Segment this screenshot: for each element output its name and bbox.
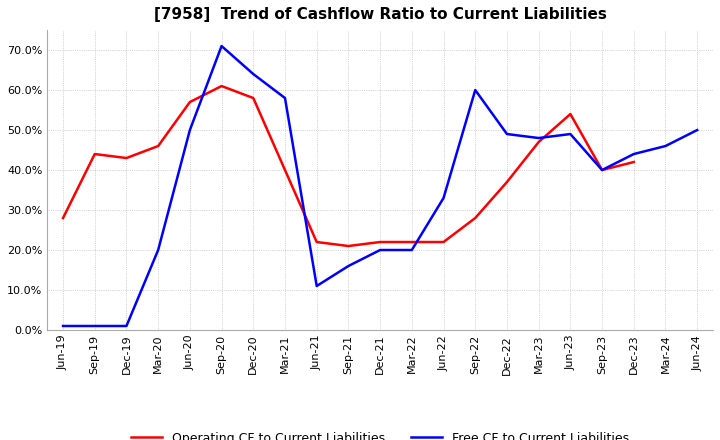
Operating CF to Current Liabilities [281, 167, 289, 172]
Operating CF to Current Liabilities [376, 239, 384, 245]
Line: Operating CF to Current Liabilities: Operating CF to Current Liabilities [63, 86, 634, 246]
Operating CF to Current Liabilities [408, 239, 416, 245]
Free CF to Current Liabilities [186, 128, 194, 133]
Free CF to Current Liabilities [661, 143, 670, 149]
Free CF to Current Liabilities [312, 283, 321, 289]
Free CF to Current Liabilities [439, 195, 448, 201]
Legend: Operating CF to Current Liabilities, Free CF to Current Liabilities: Operating CF to Current Liabilities, Fre… [126, 427, 634, 440]
Free CF to Current Liabilities [217, 44, 226, 49]
Line: Free CF to Current Liabilities: Free CF to Current Liabilities [63, 46, 697, 326]
Free CF to Current Liabilities [122, 323, 131, 329]
Operating CF to Current Liabilities [217, 84, 226, 89]
Operating CF to Current Liabilities [471, 216, 480, 221]
Free CF to Current Liabilities [59, 323, 68, 329]
Operating CF to Current Liabilities [503, 180, 511, 185]
Free CF to Current Liabilities [281, 95, 289, 101]
Operating CF to Current Liabilities [598, 167, 606, 172]
Free CF to Current Liabilities [598, 167, 606, 172]
Free CF to Current Liabilities [249, 71, 258, 77]
Free CF to Current Liabilities [503, 132, 511, 137]
Operating CF to Current Liabilities [154, 143, 163, 149]
Free CF to Current Liabilities [91, 323, 99, 329]
Operating CF to Current Liabilities [439, 239, 448, 245]
Free CF to Current Liabilities [344, 264, 353, 269]
Free CF to Current Liabilities [154, 247, 163, 253]
Free CF to Current Liabilities [408, 247, 416, 253]
Free CF to Current Liabilities [629, 151, 638, 157]
Title: [7958]  Trend of Cashflow Ratio to Current Liabilities: [7958] Trend of Cashflow Ratio to Curren… [153, 7, 606, 22]
Operating CF to Current Liabilities [249, 95, 258, 101]
Operating CF to Current Liabilities [344, 243, 353, 249]
Free CF to Current Liabilities [566, 132, 575, 137]
Operating CF to Current Liabilities [566, 111, 575, 117]
Free CF to Current Liabilities [376, 247, 384, 253]
Free CF to Current Liabilities [534, 136, 543, 141]
Operating CF to Current Liabilities [312, 239, 321, 245]
Operating CF to Current Liabilities [122, 155, 131, 161]
Operating CF to Current Liabilities [59, 216, 68, 221]
Operating CF to Current Liabilities [629, 159, 638, 165]
Operating CF to Current Liabilities [534, 139, 543, 145]
Free CF to Current Liabilities [693, 128, 701, 133]
Operating CF to Current Liabilities [91, 151, 99, 157]
Operating CF to Current Liabilities [186, 99, 194, 105]
Free CF to Current Liabilities [471, 88, 480, 93]
